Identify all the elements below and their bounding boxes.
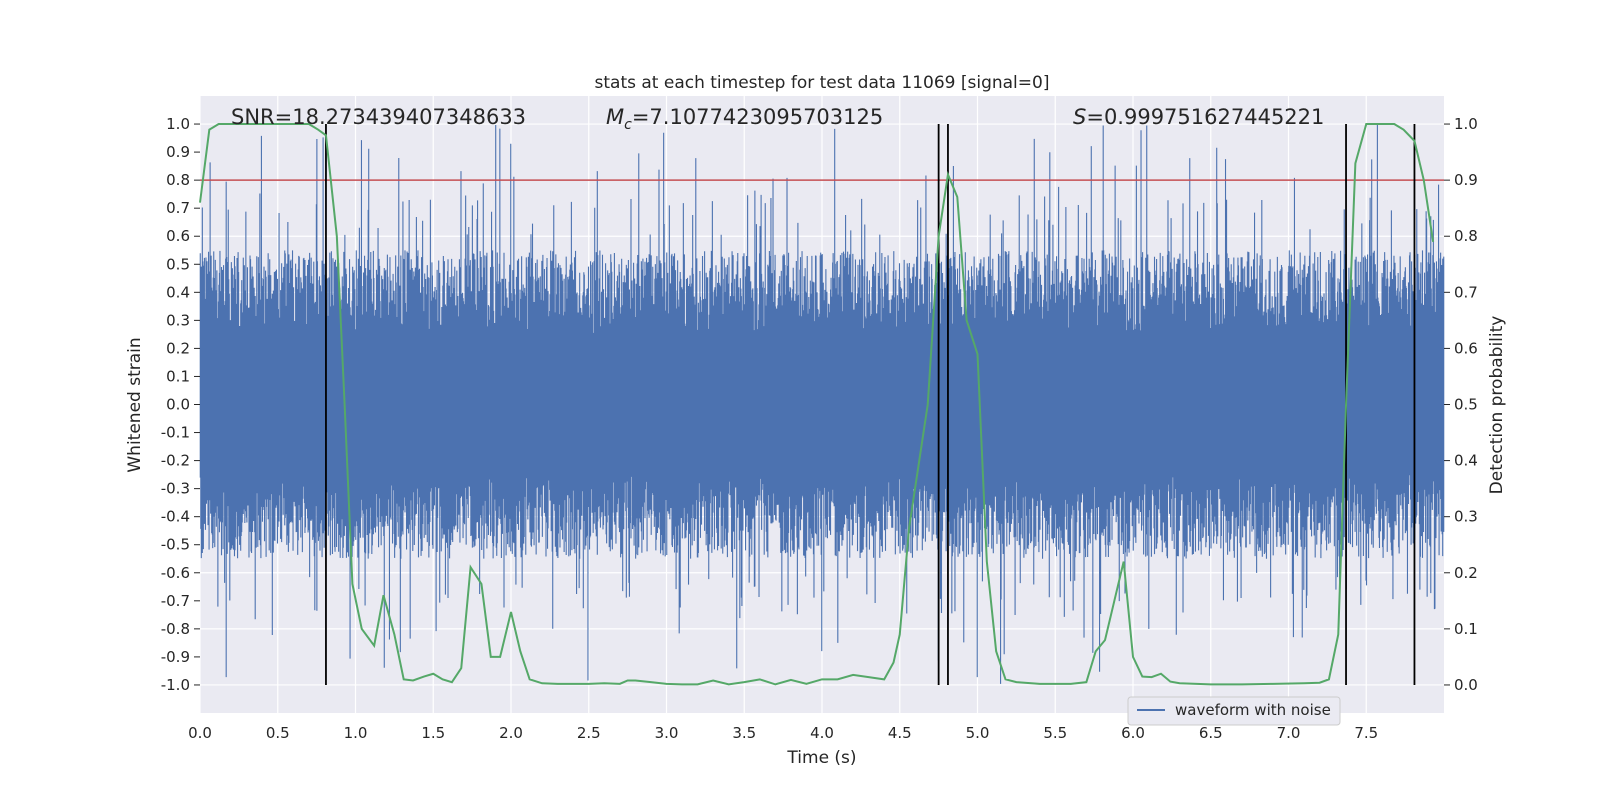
y-tick-18: 0.8	[166, 171, 190, 189]
y-tick-10: 0.0	[166, 396, 190, 414]
y-tick-7: -0.3	[161, 480, 190, 498]
y-tick-3: -0.7	[161, 592, 190, 610]
mc-symbol: M	[606, 105, 624, 129]
y-tick-16: 0.6	[166, 227, 190, 245]
x-tick-9: 4.5	[888, 724, 912, 742]
x-tick-14: 7.0	[1277, 724, 1301, 742]
y-tick-11: 0.1	[166, 367, 190, 385]
legend-entry-waveform: waveform with noise	[1175, 701, 1331, 719]
s-symbol: S	[1073, 105, 1086, 129]
y-tick-19: 0.9	[166, 143, 190, 161]
x-tick-0: 0.0	[188, 724, 212, 742]
y-tick-0: -1.0	[161, 676, 190, 694]
x-tick-3: 1.5	[421, 724, 445, 742]
y2-tick-labels: 0.0 0.1 0.2 0.3 0.4 0.5 0.6 0.7 0.8 0.9 1.0	[1444, 115, 1478, 694]
x-tick-2: 1.0	[344, 724, 368, 742]
x-tick-labels: 0.0 0.5 1.0 1.5 2.0 2.5 3.0 3.5 4.0 4.5 5.0 5.5 6.0 6…	[188, 724, 1378, 742]
x-axis-label: Time (s)	[786, 748, 856, 768]
y2-tick-0: 0.0	[1454, 676, 1478, 694]
x-tick-15: 7.5	[1354, 724, 1378, 742]
y2-axis-label: Detection probability	[1487, 316, 1507, 495]
x-tick-4: 2.0	[499, 724, 523, 742]
y-tick-12: 0.2	[166, 339, 190, 357]
y2-tick-4: 0.4	[1454, 452, 1478, 470]
y-tick-9: -0.1	[161, 424, 190, 442]
mc-annotation: Mc=7.1077423095703125	[606, 105, 883, 133]
y2-tick-5: 0.5	[1454, 396, 1478, 414]
y-tick-20: 1.0	[166, 115, 190, 133]
x-tick-7: 3.5	[732, 724, 756, 742]
x-tick-10: 5.0	[966, 724, 990, 742]
y2-tick-8: 0.8	[1454, 227, 1478, 245]
y2-tick-3: 0.3	[1454, 508, 1478, 526]
y-tick-6: -0.4	[161, 508, 190, 526]
chart-title: stats at each timestep for test data 110…	[595, 73, 1050, 93]
mc-subscript: c	[624, 117, 632, 133]
x-tick-8: 4.0	[810, 724, 834, 742]
y-tick-4: -0.6	[161, 564, 190, 582]
legend: waveform with noise	[1127, 696, 1341, 726]
y-tick-5: -0.5	[161, 536, 190, 554]
x-tick-6: 3.0	[655, 724, 679, 742]
y-tick-14: 0.4	[166, 283, 190, 301]
x-tick-5: 2.5	[577, 724, 601, 742]
y-tick-17: 0.7	[166, 199, 190, 217]
y-tick-1: -0.9	[161, 648, 190, 666]
snr-annotation: SNR=18.273439407348633	[231, 105, 526, 129]
y2-tick-7: 0.7	[1454, 283, 1478, 301]
y-axis-label: Whitened strain	[125, 337, 145, 472]
waveform-path	[199, 124, 1445, 684]
y-tick-13: 0.3	[166, 311, 190, 329]
y2-tick-10: 1.0	[1454, 115, 1478, 133]
s-value: =0.999751627445221	[1086, 105, 1324, 129]
y2-tick-1: 0.1	[1454, 620, 1478, 638]
x-tick-12: 6.0	[1121, 724, 1145, 742]
x-tick-13: 6.5	[1199, 724, 1223, 742]
y-tick-2: -0.8	[161, 620, 190, 638]
legend-box	[1127, 696, 1341, 726]
y-tick-labels: -1.0 -0.9 -0.8 -0.7 -0.6 -0.5 -0.4 -0.3 -0.2 -0.1…	[161, 115, 200, 694]
y-tick-8: -0.2	[161, 452, 190, 470]
y2-tick-9: 0.9	[1454, 171, 1478, 189]
y2-tick-2: 0.2	[1454, 564, 1478, 582]
x-tick-11: 5.5	[1043, 724, 1067, 742]
s-annotation: S=0.999751627445221	[1073, 105, 1324, 129]
waveform-series	[199, 124, 1445, 684]
y-tick-15: 0.5	[166, 255, 190, 273]
detection-probability-line	[199, 123, 1435, 686]
x-tick-1: 0.5	[266, 724, 290, 742]
y2-tick-6: 0.6	[1454, 339, 1478, 357]
mc-value: =7.1077423095703125	[632, 105, 883, 129]
